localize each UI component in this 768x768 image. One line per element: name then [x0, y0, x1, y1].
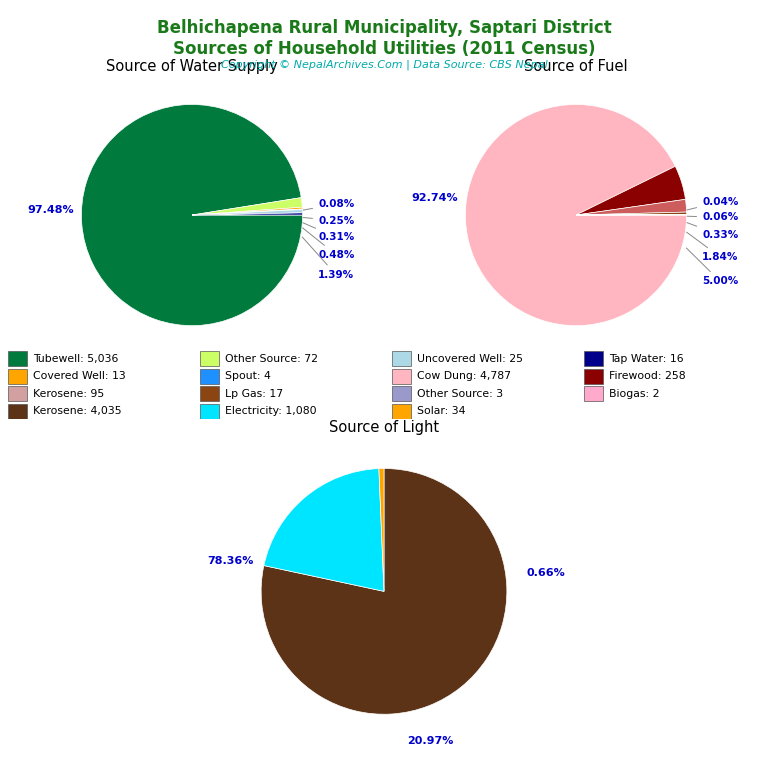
Title: Source of Fuel: Source of Fuel [525, 59, 627, 74]
Text: Uncovered Well: 25: Uncovered Well: 25 [417, 354, 523, 364]
Text: 0.25%: 0.25% [303, 216, 354, 226]
Wedge shape [192, 213, 303, 215]
Text: 20.97%: 20.97% [408, 737, 454, 746]
Wedge shape [192, 209, 303, 215]
Text: Covered Well: 13: Covered Well: 13 [33, 371, 126, 381]
Bar [200, 386, 219, 401]
Text: 0.48%: 0.48% [303, 228, 355, 260]
Title: Source of Light: Source of Light [329, 420, 439, 435]
Text: 0.66%: 0.66% [527, 568, 565, 578]
Text: 92.74%: 92.74% [411, 194, 458, 204]
Text: 97.48%: 97.48% [27, 204, 74, 214]
Text: Belhichapena Rural Municipality, Saptari District: Belhichapena Rural Municipality, Saptari… [157, 19, 611, 37]
Text: Solar: 34: Solar: 34 [417, 406, 465, 416]
Bar [584, 352, 603, 366]
Wedge shape [379, 468, 384, 591]
Text: Biogas: 2: Biogas: 2 [609, 389, 660, 399]
Text: Kerosene: 95: Kerosene: 95 [33, 389, 104, 399]
Wedge shape [261, 468, 507, 714]
Wedge shape [264, 468, 384, 591]
Text: 0.06%: 0.06% [687, 212, 738, 222]
Text: 0.31%: 0.31% [303, 223, 354, 242]
Text: Copyright © NepalArchives.Com | Data Source: CBS Nepal: Copyright © NepalArchives.Com | Data Sou… [220, 60, 548, 71]
Wedge shape [192, 207, 303, 215]
Bar [392, 404, 411, 419]
Text: Tap Water: 16: Tap Water: 16 [609, 354, 684, 364]
Bar [392, 386, 411, 401]
Bar [200, 352, 219, 366]
Text: 0.04%: 0.04% [687, 197, 739, 210]
Text: Firewood: 258: Firewood: 258 [609, 371, 686, 381]
Bar [8, 404, 27, 419]
Text: Other Source: 3: Other Source: 3 [417, 389, 503, 399]
Bar [8, 369, 27, 383]
Text: 1.39%: 1.39% [303, 237, 354, 280]
Wedge shape [81, 104, 303, 326]
Wedge shape [576, 212, 687, 215]
Wedge shape [576, 167, 686, 215]
Bar [392, 352, 411, 366]
Text: Other Source: 72: Other Source: 72 [225, 354, 318, 364]
Title: Source of Water Supply: Source of Water Supply [106, 59, 278, 74]
Text: Kerosene: 4,035: Kerosene: 4,035 [33, 406, 121, 416]
Text: 5.00%: 5.00% [687, 248, 738, 286]
Text: Spout: 4: Spout: 4 [225, 371, 271, 381]
Wedge shape [465, 104, 687, 326]
Text: 1.84%: 1.84% [687, 232, 739, 262]
Bar [200, 369, 219, 383]
Text: 0.08%: 0.08% [303, 199, 354, 210]
Wedge shape [192, 197, 303, 215]
Bar [200, 404, 219, 419]
Text: Electricity: 1,080: Electricity: 1,080 [225, 406, 316, 416]
Text: Lp Gas: 17: Lp Gas: 17 [225, 389, 283, 399]
Bar [8, 386, 27, 401]
Text: Sources of Household Utilities (2011 Census): Sources of Household Utilities (2011 Cen… [173, 40, 595, 58]
Bar [8, 352, 27, 366]
Wedge shape [576, 200, 687, 215]
Bar [584, 386, 603, 401]
Text: 78.36%: 78.36% [207, 555, 253, 566]
Text: Tubewell: 5,036: Tubewell: 5,036 [33, 354, 118, 364]
Text: Cow Dung: 4,787: Cow Dung: 4,787 [417, 371, 511, 381]
Text: 0.33%: 0.33% [687, 223, 738, 240]
Bar [392, 369, 411, 383]
Wedge shape [192, 210, 303, 215]
Bar [584, 369, 603, 383]
